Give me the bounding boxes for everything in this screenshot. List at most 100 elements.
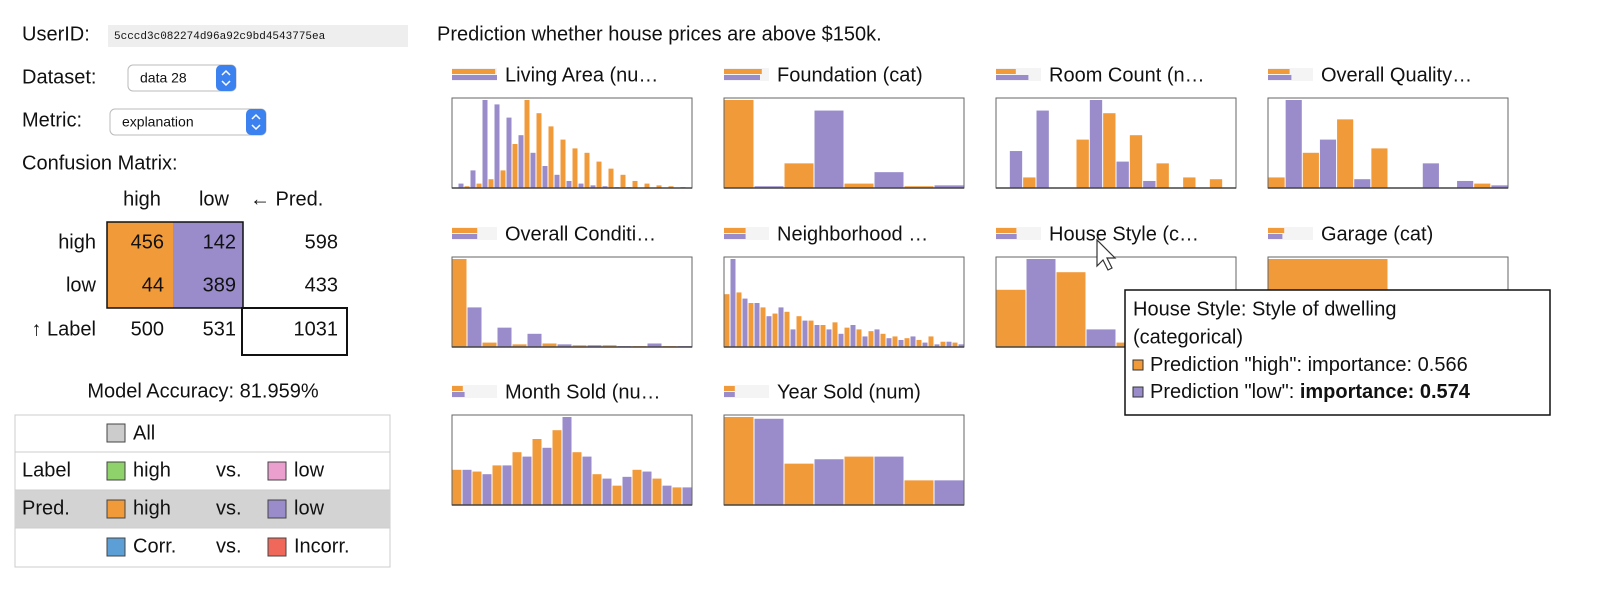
- bar-high: [928, 336, 934, 347]
- bar-high: [1103, 113, 1116, 188]
- bar-high: [536, 113, 542, 188]
- importance-high: [452, 386, 463, 391]
- bar-low: [958, 344, 964, 347]
- bar-low: [527, 333, 542, 347]
- bar-low: [470, 170, 476, 188]
- cm-cell: 389: [203, 274, 236, 296]
- cm-cell: 44: [142, 274, 164, 296]
- bar-high: [452, 259, 467, 347]
- bar-low: [862, 336, 868, 347]
- importance-low: [724, 75, 760, 80]
- metric-stepper[interactable]: [246, 109, 266, 135]
- bar-low: [1285, 100, 1302, 188]
- bar-low: [730, 259, 736, 347]
- bar-high: [560, 139, 566, 188]
- legend-vs: vs.: [216, 497, 242, 519]
- bar-high: [572, 148, 578, 188]
- bar-low: [602, 478, 612, 505]
- importance-low: [996, 75, 1029, 80]
- bar-low: [522, 456, 532, 505]
- bar-high: [482, 342, 497, 347]
- legend-b: Incorr.: [294, 535, 350, 557]
- bar-low: [647, 343, 662, 347]
- importance-high: [724, 69, 762, 74]
- panel-frame: [723, 97, 965, 189]
- bar-high: [736, 292, 742, 347]
- bar-high: [904, 338, 910, 347]
- accuracy: Model Accuracy: 81.959%: [87, 380, 318, 402]
- panel-frame: [723, 256, 965, 348]
- bar-high: [584, 152, 590, 188]
- bar-high: [656, 185, 662, 188]
- bar-low: [934, 185, 964, 188]
- legend-swatch[interactable]: [106, 423, 126, 443]
- importance-low: [1268, 234, 1283, 239]
- importance-high: [724, 228, 746, 233]
- tooltip-low: Prediction "low": importance: 0.574: [1150, 381, 1471, 403]
- bar-low: [790, 329, 796, 347]
- bar-high: [856, 329, 862, 347]
- bar-low: [662, 485, 672, 505]
- bar-high: [452, 469, 462, 505]
- bar-high: [620, 174, 626, 188]
- cm-col-header: low: [199, 188, 230, 210]
- importance-high: [996, 69, 1016, 74]
- legend-swatch: [106, 537, 126, 557]
- tooltip-low-label: importance:: [1300, 381, 1420, 403]
- tooltip-high: Prediction "high": importance: 0.566: [1150, 354, 1468, 376]
- bar-low: [814, 325, 820, 347]
- bar-high: [476, 183, 482, 188]
- bar-high: [1337, 119, 1354, 188]
- bar-high: [996, 289, 1026, 347]
- panel-title: Overall Quality…: [1321, 64, 1472, 86]
- bar-high: [1076, 139, 1089, 188]
- importance-low: [452, 234, 478, 239]
- tooltip-title: House Style: Style of dwelling: [1133, 298, 1396, 320]
- bar-low: [562, 417, 572, 505]
- bar-low: [946, 341, 952, 347]
- dataset-label: Dataset:: [22, 66, 96, 88]
- importance-high: [724, 386, 735, 391]
- bar-low: [754, 186, 784, 188]
- bar-high: [784, 463, 814, 505]
- bar-low: [554, 174, 560, 188]
- bar-low: [1089, 100, 1103, 188]
- legend-b: low: [294, 497, 325, 519]
- bar-high: [784, 311, 790, 347]
- bar-low: [587, 345, 602, 347]
- cm-total-box: [241, 307, 348, 356]
- bar-high: [1129, 135, 1143, 188]
- bar-low: [778, 307, 784, 347]
- tooltip-low-prefix: Prediction "low":: [1150, 381, 1300, 403]
- bar-high: [724, 100, 754, 188]
- user-id: 5cccd3c082274d96a92c9bd4543775ea: [114, 31, 326, 43]
- bar-high: [542, 343, 557, 347]
- bar-high: [940, 341, 946, 347]
- legend-swatch: [106, 499, 126, 519]
- stepper-icon: [221, 69, 231, 87]
- panel-frame: [451, 414, 693, 506]
- bar-low: [682, 487, 692, 505]
- bar-low: [934, 480, 964, 505]
- bar-high: [784, 163, 814, 188]
- panel-title: Month Sold (nu…: [505, 381, 661, 403]
- bar-low: [530, 152, 536, 188]
- legend-b: low: [294, 459, 325, 481]
- bar-low: [1354, 179, 1371, 188]
- bar-high: [472, 471, 482, 505]
- bar-low: [1009, 151, 1023, 188]
- legend-vs: vs.: [216, 459, 242, 481]
- bar-high: [1371, 148, 1388, 188]
- bar-high: [952, 342, 958, 347]
- metric-value: explanation: [122, 114, 194, 130]
- bar-low: [467, 307, 482, 347]
- bar-high: [916, 339, 922, 347]
- dataset-stepper[interactable]: [216, 65, 236, 91]
- bar-low: [1036, 110, 1049, 188]
- bar-high: [1023, 177, 1036, 188]
- legend-swatch: [267, 499, 287, 519]
- bar-high: [602, 345, 617, 347]
- bar-high: [880, 333, 886, 347]
- bar-high: [652, 478, 662, 505]
